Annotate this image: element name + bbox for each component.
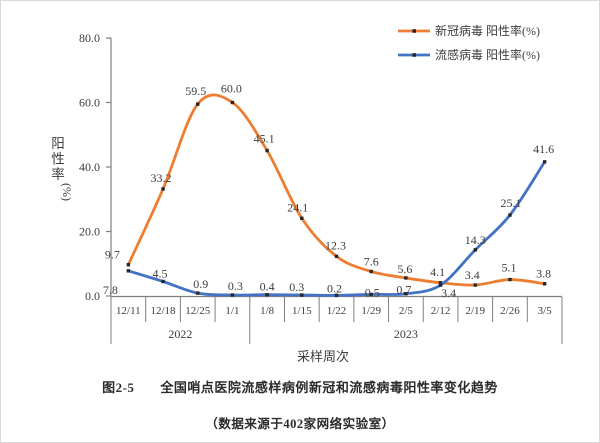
y-axis-unit: (%): [60, 183, 74, 201]
source-caption: （数据来源于402家网络实验室）: [205, 417, 395, 431]
y-axis-title: 阳: [51, 136, 65, 151]
covid-data-label: 3.4: [465, 268, 480, 282]
flu-point-marker: [508, 213, 512, 217]
covid-point-marker: [508, 277, 512, 282]
x-tick-label: 1/15: [292, 305, 312, 317]
flu-point-marker: [438, 283, 443, 287]
x-tick-label: 2/12: [431, 305, 451, 317]
figure-caption: 图2-5 全国哨点医院流感样病例新冠和流感病毒阳性率变化趋势: [1, 377, 599, 396]
covid-data-label: 5.6: [397, 262, 412, 276]
flu-point-marker: [126, 269, 131, 273]
covid-point-marker: [230, 100, 235, 105]
x-tick-label: 12/11: [116, 305, 141, 317]
covid-point-marker: [473, 283, 477, 287]
flu-point-marker: [300, 293, 304, 297]
flu-data-label: 0.2: [327, 281, 342, 295]
covid-data-label: 24.1: [287, 200, 308, 214]
covid-data-label: 5.1: [501, 261, 516, 275]
x-tick-label: 1/8: [260, 305, 275, 317]
flu-point-marker: [404, 292, 408, 296]
covid-data-label: 33.2: [151, 171, 172, 185]
legend-flu-marker: [412, 53, 416, 57]
flu-point-marker: [161, 279, 165, 284]
x-tick-label: 1/22: [327, 305, 347, 317]
flu-data-label: 0.4: [260, 280, 275, 294]
x-tick-label: 2/26: [500, 305, 520, 317]
x-tick-label: 2/19: [465, 305, 485, 317]
y-tick-label: 80.0: [79, 31, 100, 45]
flu-data-label: 0.5: [365, 285, 380, 299]
covid-point-marker: [334, 254, 339, 259]
y-tick-label: 40.0: [79, 160, 100, 174]
flu-data-label: 0.3: [228, 279, 243, 293]
covid-point-marker: [161, 187, 165, 191]
figure-title: 全国哨点医院流感样病例新冠和流感病毒阳性率变化趋势: [160, 380, 498, 395]
y-tick-label: 60.0: [79, 96, 100, 110]
flu-data-label: 0.9: [193, 277, 208, 291]
covid-data-label: 3.8: [536, 267, 551, 281]
flu-data-label: 3.4: [441, 286, 456, 300]
y-axis-title: 性: [51, 152, 65, 167]
flu-point-marker: [265, 293, 269, 297]
covid-data-label: 45.1: [254, 132, 275, 146]
y-axis-title: 率: [51, 166, 65, 182]
x-tick-label: 12/25: [185, 305, 211, 317]
covid-point-marker: [404, 276, 408, 280]
covid-data-label: 59.5: [185, 84, 206, 98]
flu-series-line: [126, 160, 547, 297]
covid-data-label: 60.0: [221, 82, 242, 96]
x-axis-title: 采样周次: [297, 349, 349, 364]
flu-data-label: 0.7: [396, 283, 411, 297]
covid-data-label: 9.7: [105, 248, 120, 262]
legend-covid-marker: [412, 29, 416, 33]
x-tick-label: 1/1: [225, 305, 239, 317]
flu-data-label: 41.6: [533, 142, 554, 156]
x-tick-label: 1/29: [361, 305, 381, 317]
flu-point-marker: [542, 160, 547, 164]
flu-data-label: 4.5: [153, 266, 168, 280]
positivity-trend-chart: 80.0 60.0 40.0 20.0 0.0 12/11 12/18 12/25 1/1 1/8…: [51, 23, 563, 364]
year-label: 2023: [394, 327, 418, 341]
flu-data-label: 14.3: [465, 233, 486, 247]
covid-data-label: 7.6: [364, 254, 379, 268]
x-tick-label: 2/5: [399, 305, 414, 317]
flu-data-label: 25.1: [500, 196, 521, 210]
covid-point-marker: [265, 148, 269, 153]
covid-data-label: 4.1: [430, 265, 445, 279]
flu-point-marker: [369, 292, 373, 297]
flu-point-marker: [196, 291, 200, 295]
covid-data-label: 12.3: [325, 238, 346, 252]
flu-point-marker: [334, 293, 339, 298]
covid-point-marker: [300, 216, 304, 220]
covid-point-marker: [196, 102, 200, 106]
x-tick-label: 3/5: [538, 305, 553, 317]
flu-point-marker: [473, 248, 477, 252]
covid-point-marker: [126, 263, 131, 267]
flu-data-label: 7.8: [103, 283, 118, 297]
legend-covid-label: 新冠病毒 阳性率(%): [435, 23, 540, 38]
flu-data-label: 0.3: [289, 280, 304, 294]
flu-point-marker: [230, 293, 235, 297]
covid-point-marker: [438, 281, 443, 285]
covid-point-marker: [542, 282, 547, 286]
year-label: 2022: [168, 327, 192, 341]
y-tick-label: 0.0: [85, 289, 100, 303]
covid-point-marker: [369, 269, 373, 274]
x-tick-label: 12/18: [151, 305, 177, 317]
legend-flu-label: 流感病毒 阳性率(%): [435, 47, 540, 62]
figure-number: 图2-5: [102, 380, 135, 395]
y-tick-label: 20.0: [79, 225, 100, 239]
